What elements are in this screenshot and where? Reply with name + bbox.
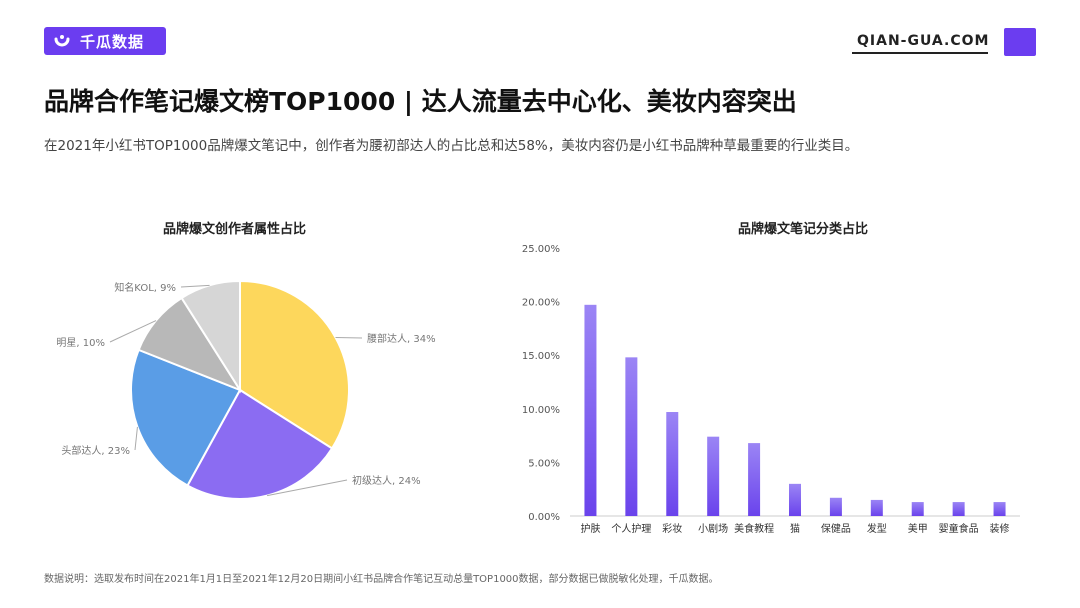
bar xyxy=(707,436,720,516)
x-tick-label: 护肤 xyxy=(580,522,600,535)
bar-chart: 0.00% 5.00% 10.00% 15.00% 20.00% 25.00% 护肤 个人护理… xyxy=(522,244,1020,535)
pie-chart-title: 品牌爆文创作者属性占比 xyxy=(163,222,307,237)
corner-accent xyxy=(1004,28,1036,56)
x-tick-label: 彩妆 xyxy=(662,522,682,535)
pie-slice-label: 腰部达人, 34% xyxy=(367,332,436,345)
x-tick-label: 猫 xyxy=(790,522,800,535)
bar xyxy=(911,502,924,516)
data-footnote: 数据说明：选取发布时间在2021年1月1日至2021年12月20日期间小红书品牌… xyxy=(44,574,719,585)
pie-leader-line xyxy=(180,284,210,288)
bar xyxy=(789,483,801,516)
x-tick-label: 保健品 xyxy=(821,522,851,535)
bar xyxy=(666,412,679,516)
bar xyxy=(993,502,1006,516)
brand-logo: 千瓜数据 xyxy=(44,27,166,55)
y-tick-label: 0.00% xyxy=(528,512,560,523)
x-tick-label: 装修 xyxy=(990,522,1010,535)
pie-leader-line xyxy=(335,336,363,339)
pie-slice-label: 初级达人, 24% xyxy=(352,474,421,487)
y-tick-label: 15.00% xyxy=(522,351,560,362)
y-tick-label: 5.00% xyxy=(528,458,560,469)
bar xyxy=(625,357,638,516)
bar xyxy=(870,499,883,516)
pie-slice-label: 明星, 10% xyxy=(56,337,105,349)
pie-slice-label: 头部达人, 23% xyxy=(61,444,130,457)
x-tick-label: 发型 xyxy=(867,522,887,535)
x-tick-label: 婴童食品 xyxy=(939,522,979,535)
page-title: 品牌合作笔记爆文榜TOP1000 | 达人流量去中心化、美妆内容突出 xyxy=(44,87,797,116)
logo-text: 千瓜数据 xyxy=(80,32,145,51)
x-tick-label: 个人护理 xyxy=(611,522,651,535)
bar xyxy=(829,497,842,516)
site-url: QIAN-GUA.COM xyxy=(857,33,990,49)
pie-slice xyxy=(186,388,334,500)
y-tick-label: 20.00% xyxy=(522,298,560,309)
y-tick-label: 25.00% xyxy=(522,244,560,255)
x-tick-label: 美甲 xyxy=(908,522,928,535)
pie-slice xyxy=(180,279,241,394)
bar xyxy=(584,304,597,516)
y-tick-label: 10.00% xyxy=(522,405,560,416)
x-tick-label: 美食教程 xyxy=(734,522,774,535)
logo-icon xyxy=(52,31,72,51)
bar xyxy=(748,443,761,516)
site-underline xyxy=(852,52,988,54)
pie-chart: 腰部达人, 34% 初级达人, 24% 头部达人, 23% 明星, 10% 知名KOL,… xyxy=(56,279,436,500)
pie-leader-line xyxy=(109,320,157,343)
x-tick-label: 小剧场 xyxy=(698,522,728,535)
pie-leader-line xyxy=(267,479,348,497)
pie-slice-label: 知名KOL, 9% xyxy=(114,281,176,294)
bar xyxy=(952,502,965,516)
bar-chart-title: 品牌爆文笔记分类占比 xyxy=(738,222,869,237)
page-subtitle: 在2021年小红书TOP1000品牌爆文笔记中，创作者为腰初部达人的占比总和达5… xyxy=(44,138,859,154)
pie-leader-line xyxy=(134,426,138,451)
pie-slice xyxy=(130,348,242,487)
